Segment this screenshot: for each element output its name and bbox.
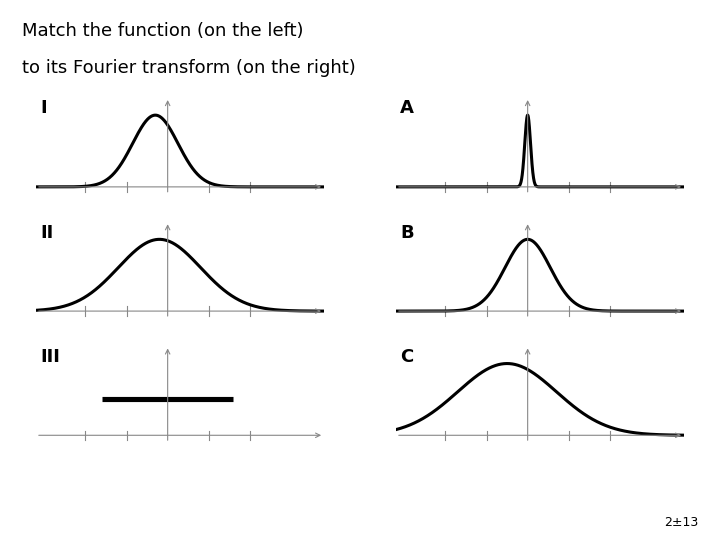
Text: I: I	[40, 99, 47, 117]
Text: B: B	[400, 224, 414, 241]
Text: II: II	[40, 224, 53, 241]
Text: C: C	[400, 348, 413, 366]
Text: 2±13: 2±13	[664, 516, 698, 529]
Text: to its Fourier transform (on the right): to its Fourier transform (on the right)	[22, 59, 356, 77]
Text: Match the function (on the left): Match the function (on the left)	[22, 22, 303, 39]
Text: III: III	[40, 348, 60, 366]
Text: A: A	[400, 99, 414, 117]
